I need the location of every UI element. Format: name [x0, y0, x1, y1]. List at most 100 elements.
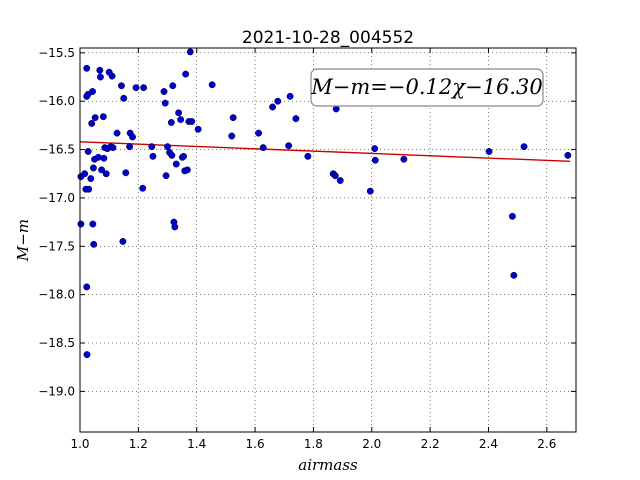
y-tick-label: −16.0	[38, 94, 75, 108]
data-point	[164, 143, 171, 151]
data-point	[172, 160, 180, 168]
data-point	[371, 145, 379, 153]
data-point	[485, 148, 493, 155]
data-point	[194, 125, 202, 133]
y-tick-label: −18.5	[38, 336, 75, 350]
data-point	[88, 119, 96, 127]
data-point	[119, 238, 127, 245]
data-point	[400, 155, 408, 163]
y-tick-label: −15.5	[38, 46, 75, 60]
data-point	[508, 212, 516, 220]
data-point	[113, 129, 121, 137]
plot-area	[80, 48, 576, 432]
data-point	[148, 143, 156, 151]
y-tick-label: −19.0	[38, 384, 75, 398]
fit-line	[79, 141, 571, 163]
x-tick-label: 1.2	[129, 437, 148, 451]
data-point	[84, 148, 92, 155]
data-point	[180, 152, 188, 160]
data-point	[188, 118, 196, 125]
data-point	[332, 105, 340, 113]
data-point	[259, 144, 267, 152]
data-point	[100, 154, 108, 162]
data-point	[229, 114, 237, 122]
data-point	[83, 283, 91, 291]
data-point	[129, 133, 136, 141]
data-point	[162, 172, 170, 180]
data-point	[520, 143, 528, 151]
y-tick-label: −18.0	[38, 288, 75, 302]
data-point	[120, 94, 128, 102]
data-point	[186, 48, 194, 56]
data-point	[255, 129, 263, 137]
x-tick-label: 1.0	[70, 437, 89, 451]
data-point	[161, 99, 169, 107]
equation-box-border	[310, 68, 544, 107]
data-point	[228, 132, 236, 140]
fit-line-group	[79, 141, 571, 163]
y-axis-ticks: −15.5 −16.0 −16.5 −17.0 −17.5 −18.0 −18.5 −19.0	[38, 46, 576, 398]
data-point	[168, 151, 176, 159]
data-point	[269, 103, 277, 111]
data-points	[77, 48, 572, 359]
x-axis-ticks: 1.0 1.2 1.4 1.6 1.8 2.0 2.2 2.4 2.6	[70, 48, 556, 451]
x-tick-label: 2.0	[362, 437, 381, 451]
data-point	[331, 172, 339, 180]
data-point	[132, 84, 140, 92]
plot-frame	[79, 47, 577, 433]
data-point	[87, 175, 95, 183]
x-axis-label: airmass	[298, 456, 358, 474]
chart-title: 2021-10-28_004552	[242, 28, 414, 48]
data-point	[89, 164, 97, 172]
data-point	[371, 156, 379, 164]
data-point	[292, 115, 300, 123]
data-point	[96, 66, 104, 74]
data-point	[149, 152, 157, 160]
data-point	[183, 166, 191, 174]
data-point	[208, 81, 216, 89]
data-point	[81, 170, 89, 178]
y-tick-label: −17.0	[38, 191, 75, 205]
fit-equation-box: M−m=−0.12χ−16.30	[310, 68, 544, 107]
data-point	[109, 144, 117, 152]
x-tick-label: 2.6	[537, 437, 556, 451]
data-point	[171, 223, 179, 231]
data-point	[96, 73, 104, 81]
data-point	[85, 185, 93, 193]
data-point	[169, 82, 177, 90]
data-point	[175, 109, 183, 117]
data-point	[304, 152, 312, 160]
data-point	[83, 351, 91, 359]
grid-lines	[79, 48, 576, 432]
x-tick-label: 1.6	[246, 437, 265, 451]
fit-equation: M−m=−0.12χ−16.30	[310, 75, 542, 99]
y-tick-label: −16.5	[38, 143, 75, 157]
data-point	[286, 92, 294, 100]
data-point	[510, 271, 518, 279]
data-point	[108, 72, 116, 80]
y-tick-label: −17.5	[38, 239, 75, 253]
data-point	[126, 143, 134, 151]
data-point	[139, 184, 147, 192]
x-tick-label: 1.8	[304, 437, 323, 451]
data-point	[366, 187, 374, 195]
data-point	[182, 70, 190, 78]
data-point	[564, 151, 572, 159]
data-point	[167, 119, 175, 126]
data-point	[177, 116, 185, 124]
x-tick-label: 1.4	[187, 437, 206, 451]
data-point	[91, 114, 99, 122]
data-point	[285, 142, 293, 150]
x-tick-label: 2.4	[479, 437, 498, 451]
data-point	[83, 64, 91, 72]
y-axis-label: M−m	[14, 219, 32, 262]
data-point	[89, 88, 96, 95]
data-point	[140, 84, 148, 92]
data-point	[98, 166, 106, 174]
data-point	[89, 220, 97, 228]
data-point	[77, 220, 85, 228]
data-point	[102, 170, 110, 178]
data-point	[90, 240, 98, 248]
data-point	[160, 88, 168, 95]
